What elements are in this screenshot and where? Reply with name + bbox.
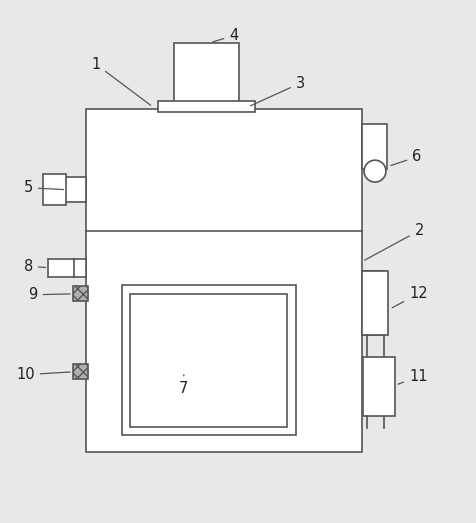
Bar: [361, 271, 387, 335]
Bar: [73, 364, 88, 380]
Circle shape: [363, 160, 385, 182]
Bar: [43, 175, 66, 206]
Bar: [86, 109, 361, 452]
Text: 10: 10: [16, 367, 70, 382]
Text: 3: 3: [250, 76, 304, 106]
Bar: [362, 357, 395, 416]
Bar: [74, 259, 86, 277]
Text: 5: 5: [24, 180, 63, 195]
Text: 6: 6: [390, 150, 421, 165]
Bar: [122, 285, 295, 435]
Text: 4: 4: [212, 28, 238, 43]
Text: 2: 2: [364, 223, 423, 260]
Text: 11: 11: [397, 369, 426, 384]
Text: 7: 7: [179, 374, 188, 396]
Bar: [174, 43, 238, 109]
Text: 1: 1: [91, 56, 150, 105]
Bar: [65, 177, 86, 202]
Bar: [130, 294, 287, 427]
Text: 8: 8: [24, 259, 45, 274]
Bar: [361, 128, 373, 164]
Bar: [73, 286, 88, 301]
Bar: [157, 101, 255, 112]
Text: 9: 9: [29, 287, 70, 302]
Bar: [48, 259, 75, 277]
Bar: [361, 123, 386, 169]
Text: 12: 12: [391, 286, 426, 308]
